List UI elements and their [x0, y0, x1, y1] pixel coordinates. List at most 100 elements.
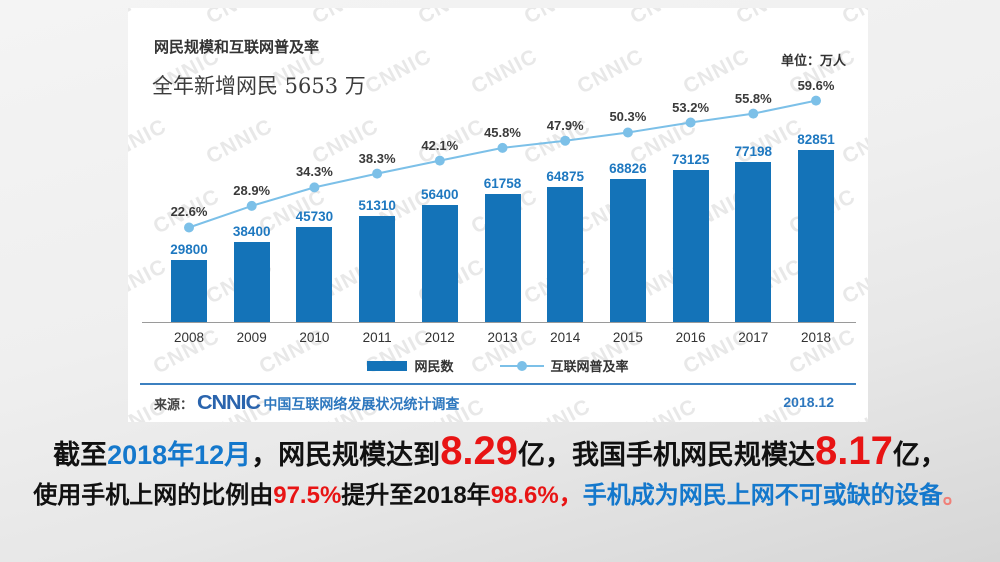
caption-segment: 97.5%	[273, 482, 342, 509]
cnnic-watermark: CNNIC	[361, 44, 436, 99]
line-marker-2010	[309, 182, 320, 193]
bar-2010	[296, 227, 333, 322]
line-marker-2014	[560, 135, 571, 146]
caption-line-2: 使用手机上网的比例由97.5%提升至2018年98.6%，手机成为网民上网不可或…	[0, 478, 1000, 514]
bar-2016	[672, 170, 709, 322]
cnnic-watermark: CNNIC	[415, 8, 489, 29]
year-label-2018: 2018	[800, 330, 832, 345]
line-marker-2018	[811, 95, 821, 106]
caption-segment: 2018年12月	[107, 440, 252, 470]
pct-label-2009: 28.9%	[233, 182, 271, 198]
pct-label-2013: 45.8%	[484, 124, 521, 140]
pct-label-2015: 50.3%	[609, 109, 647, 125]
value-label-2014: 64875	[546, 169, 584, 185]
value-label-2016: 73125	[671, 152, 710, 168]
cnnic-watermark: CNNIC	[202, 114, 277, 169]
caption-segment: 98.6%，	[490, 482, 583, 509]
value-label-2015: 68826	[609, 161, 647, 177]
bar-2014	[547, 187, 584, 322]
cnnic-logo: CNNIC	[197, 392, 261, 414]
cnnic-watermark: CNNIC	[733, 8, 807, 29]
line-marker-2015	[622, 127, 633, 138]
value-label-2013: 61758	[483, 175, 522, 191]
year-label-2008: 2008	[173, 330, 205, 345]
caption-segment: 截至	[53, 440, 108, 470]
cnnic-watermark: CNNIC	[838, 394, 868, 422]
cnnic-watermark: CNNIC	[627, 8, 701, 29]
caption-segment: 8.29	[440, 429, 519, 473]
legend-label-users: 网民数	[414, 359, 454, 374]
line-dot-icon	[516, 360, 527, 371]
bar-2013	[484, 193, 521, 322]
legend-label-penetration: 互联网普及率	[550, 359, 629, 374]
cnnic-watermark: CNNIC	[626, 394, 701, 422]
line-marker-2012	[434, 155, 445, 166]
caption-segment: ，网民规模达到	[251, 440, 441, 470]
unit-label: 单位：万人	[780, 53, 846, 68]
pct-label-2018: 59.6%	[797, 77, 835, 93]
caption-block: 截至2018年12月，网民规模达到8.29亿，我国手机网民规模达8.17亿， 使…	[0, 428, 1000, 514]
bar-2018	[798, 150, 834, 322]
source-text: 中国互联网络发展状况统计调查	[263, 395, 460, 412]
year-label-2013: 2013	[487, 330, 518, 345]
pct-label-2011: 38.3%	[358, 150, 396, 166]
line-swatch-icon	[499, 360, 544, 371]
cnnic-watermark: CNNIC	[839, 8, 868, 29]
x-axis-line	[142, 322, 856, 323]
report-date: 2018.12	[783, 394, 834, 410]
year-label-2012: 2012	[424, 330, 455, 345]
bar-2012	[421, 205, 458, 322]
bar-2017	[735, 161, 772, 322]
value-label-2009: 38400	[232, 224, 271, 240]
cnnic-watermark: CNNIC	[838, 114, 868, 169]
year-label-2009: 2009	[236, 330, 267, 345]
cnnic-watermark: CNNIC	[128, 254, 171, 309]
year-label-2010: 2010	[299, 330, 330, 345]
pct-label-2008: 22.6%	[170, 204, 208, 220]
bar-2011	[359, 215, 396, 322]
chart-card: CNNIC CNNIC CNNIC CNNIC CNNIC CNNIC CNNIC CNNIC…	[128, 8, 868, 422]
pct-label-2012: 42.1%	[421, 137, 459, 153]
caption-segment: 手机成为网民上网不可或缺的设备	[582, 482, 943, 509]
line-marker-2013	[497, 142, 508, 153]
year-label-2011: 2011	[362, 330, 392, 345]
line-marker-2016	[685, 117, 696, 128]
value-label-2011: 51310	[358, 197, 396, 213]
line-marker-2011	[372, 168, 383, 179]
caption-segment: 。	[942, 482, 967, 509]
value-label-2008: 29800	[170, 242, 208, 258]
cnnic-watermark: CNNIC	[521, 8, 595, 29]
caption-segment: 亿，我国手机网民规模达	[518, 440, 816, 470]
bar-2009	[233, 242, 270, 322]
legend-item-penetration: 互联网普及率	[499, 356, 629, 375]
chart-title: 网民规模和互联网普及率	[154, 39, 320, 56]
year-label-2015: 2015	[612, 330, 643, 345]
caption-segment: 使用手机上网的比例由	[33, 482, 274, 509]
line-marker-2008	[184, 222, 194, 233]
divider-line	[140, 383, 856, 385]
cnnic-watermark: CNNIC	[203, 8, 277, 29]
value-label-2017: 77198	[734, 143, 773, 159]
line-marker-2017	[748, 108, 759, 119]
value-label-2018: 82851	[797, 132, 835, 148]
bar-2008	[171, 260, 207, 322]
year-label-2016: 2016	[675, 330, 706, 345]
value-label-2010: 45730	[295, 209, 334, 225]
cnnic-watermark: CNNIC	[520, 394, 595, 422]
pct-label-2017: 55.8%	[734, 90, 772, 106]
legend-item-users: 网民数	[367, 356, 454, 375]
value-label-2012: 56400	[421, 187, 459, 202]
chart-subtitle: 全年新增网民 5653 万	[152, 74, 366, 98]
bar-swatch-icon	[367, 360, 408, 371]
bar-2015	[609, 179, 646, 322]
cnnic-watermark: CNNIC	[128, 114, 171, 169]
pct-label-2016: 53.2%	[672, 99, 710, 115]
legend: 网民数 互联网普及率	[128, 356, 868, 375]
caption-segment: 亿，	[892, 440, 947, 470]
caption-segment: 提升至2018年	[341, 482, 491, 509]
source-prefix: 来源：	[154, 397, 194, 412]
cnnic-watermark: CNNIC	[573, 44, 648, 99]
cnnic-watermark: CNNIC	[309, 8, 383, 29]
year-label-2014: 2014	[550, 330, 581, 345]
cnnic-watermark: CNNIC	[467, 44, 542, 99]
